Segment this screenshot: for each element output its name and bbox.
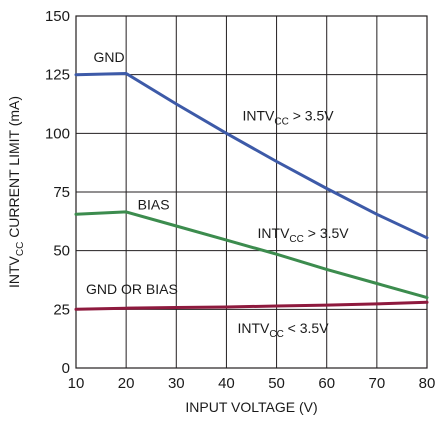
y-tick-label: 150 <box>45 8 70 25</box>
y-tick-label: 0 <box>62 360 70 377</box>
x-tick-label: 50 <box>268 375 285 392</box>
grid-lines <box>75 15 428 369</box>
annotation-1: INTVCC > 3.5V <box>258 225 350 245</box>
annotation-0: INTVCC > 3.5V <box>242 107 334 127</box>
tick-labels: 10 20 30 40 50 60 70 80 0 25 50 75 100 125 150 <box>45 8 435 392</box>
y-tick-label: 125 <box>45 67 70 84</box>
y-tick-label: 100 <box>45 125 70 142</box>
x-tick-label: 30 <box>168 375 185 392</box>
annotation-2: INTVCC < 3.5V <box>237 320 329 340</box>
x-tick-label: 40 <box>218 375 235 392</box>
x-axis-title: INPUT VOLTAGE (V) <box>185 399 317 415</box>
x-tick-label: 80 <box>419 375 435 392</box>
x-tick-label: 60 <box>318 375 335 392</box>
x-tick-label: 10 <box>68 375 85 392</box>
y-tick-label: 50 <box>53 243 70 260</box>
y-tick-label: 75 <box>53 184 70 201</box>
y-axis-title: INTVCC CURRENT LIMIT (mA) <box>6 96 26 288</box>
annotation-5: GND OR BIAS <box>86 281 178 297</box>
series-line-1 <box>74 210 429 300</box>
plot-frame <box>75 15 428 369</box>
annotation-4: BIAS <box>138 197 170 213</box>
series-line-2 <box>74 300 429 311</box>
y-tick-label: 25 <box>53 301 70 318</box>
annotation-3: GND <box>94 49 125 65</box>
x-tick-label: 70 <box>369 375 386 392</box>
series-line-0 <box>74 72 429 240</box>
x-tick-label: 20 <box>118 375 135 392</box>
annotations: INTVCC > 3.5V INTVCC > 3.5V INTVCC < 3.5V G… <box>86 49 349 340</box>
series-lines <box>74 72 429 311</box>
